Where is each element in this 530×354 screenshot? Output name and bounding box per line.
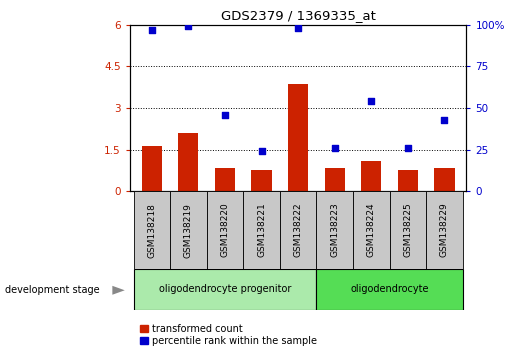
Bar <box>316 191 353 269</box>
Bar <box>361 161 382 191</box>
Text: GSM138225: GSM138225 <box>403 203 412 257</box>
Bar <box>134 269 316 310</box>
Point <box>147 27 156 33</box>
Bar <box>170 191 207 269</box>
Point <box>294 25 302 31</box>
Bar <box>426 191 463 269</box>
Bar <box>251 170 271 191</box>
Text: GSM138221: GSM138221 <box>257 203 266 257</box>
Text: development stage: development stage <box>5 285 100 295</box>
Bar <box>353 191 390 269</box>
Text: GSM138222: GSM138222 <box>294 203 303 257</box>
Point <box>367 98 376 104</box>
Bar <box>316 269 463 310</box>
Bar <box>390 191 426 269</box>
Text: oligodendrocyte: oligodendrocyte <box>350 284 429 295</box>
Text: GSM138218: GSM138218 <box>147 202 156 258</box>
Bar <box>142 146 162 191</box>
Bar <box>288 84 308 191</box>
Point <box>404 145 412 151</box>
Point <box>184 24 192 29</box>
Text: GSM138229: GSM138229 <box>440 203 449 257</box>
Point <box>220 112 229 118</box>
Text: GSM138220: GSM138220 <box>220 203 229 257</box>
Point <box>257 148 266 154</box>
Text: GSM138219: GSM138219 <box>184 202 193 258</box>
Bar <box>178 133 198 191</box>
Bar <box>398 170 418 191</box>
Title: GDS2379 / 1369335_at: GDS2379 / 1369335_at <box>220 9 376 22</box>
Bar <box>215 169 235 191</box>
Text: oligodendrocyte progenitor: oligodendrocyte progenitor <box>159 284 291 295</box>
Point <box>331 145 339 151</box>
Bar <box>325 169 345 191</box>
Bar <box>280 191 316 269</box>
Text: GSM138224: GSM138224 <box>367 203 376 257</box>
Bar <box>243 191 280 269</box>
Bar <box>134 191 170 269</box>
Bar <box>207 191 243 269</box>
Point <box>440 117 449 122</box>
Text: GSM138223: GSM138223 <box>330 203 339 257</box>
Bar <box>435 169 455 191</box>
Legend: transformed count, percentile rank within the sample: transformed count, percentile rank withi… <box>140 324 317 346</box>
